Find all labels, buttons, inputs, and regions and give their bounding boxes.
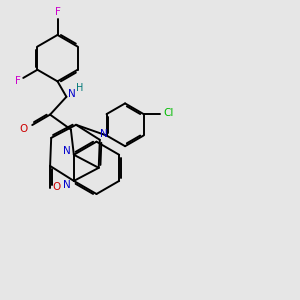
Text: N: N [68,89,75,99]
Text: Cl: Cl [164,108,174,118]
Text: N: N [63,146,71,156]
Text: H: H [76,83,83,94]
Text: F: F [15,76,20,86]
Text: N: N [100,129,108,140]
Text: N: N [63,180,71,190]
Text: O: O [20,124,28,134]
Text: F: F [55,7,60,17]
Text: O: O [52,182,61,192]
